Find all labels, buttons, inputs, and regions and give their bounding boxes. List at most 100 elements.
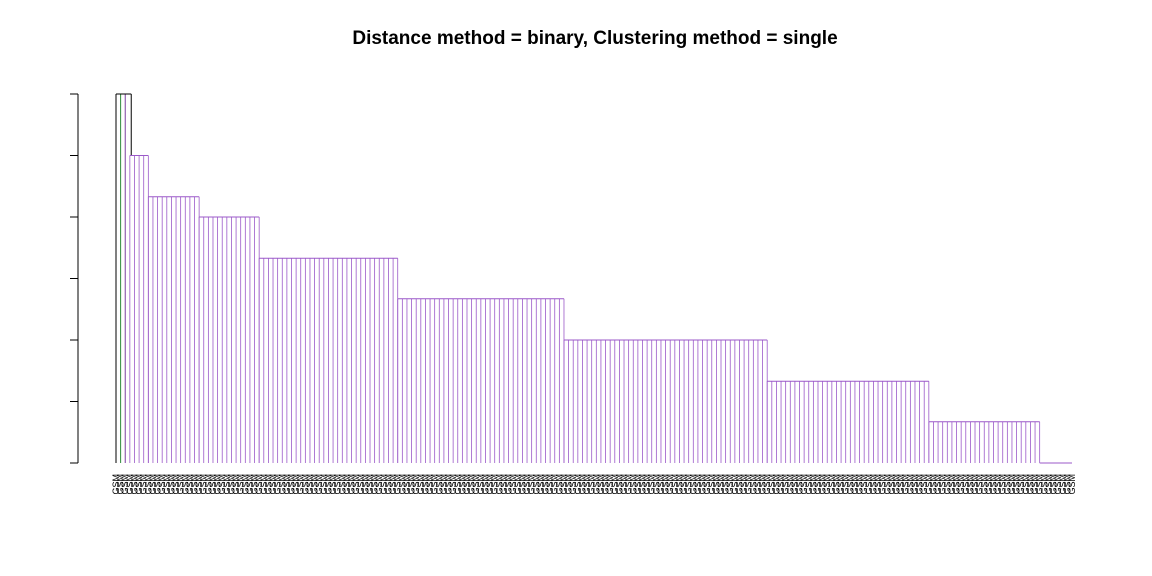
leaf-label: GSM (868, 474, 878, 495)
leaf-label: GSM (698, 474, 708, 495)
leaf-label: GSM (739, 474, 749, 495)
leaf-label: GSM (845, 474, 855, 495)
leaf-label: GSM (633, 474, 643, 495)
leaf-label: GSM (480, 474, 490, 495)
leaf-label: GSM (647, 474, 657, 495)
leaf-label: GSM (591, 474, 601, 495)
leaf-label: GSM (259, 474, 269, 495)
leaf-label: GSM (176, 474, 186, 495)
leaf-label: GSM (545, 474, 555, 495)
leaf-label: GSM (661, 474, 671, 495)
leaf-label: GSM (333, 474, 343, 495)
leaf-label: GSM (143, 474, 153, 495)
leaf-label: GSM (716, 474, 726, 495)
leaf-label: GSM (573, 474, 583, 495)
leaf-label: GSM (679, 474, 689, 495)
leaf-label: GSM (504, 474, 514, 495)
leaf-label: GSM (956, 474, 966, 495)
leaf-label: GSM (356, 474, 366, 495)
leaf-label: GSM (813, 474, 823, 495)
leaf-label: GSM (1016, 474, 1026, 495)
leaf-label: GSM (245, 474, 255, 495)
leaf-label: GSM (818, 474, 828, 495)
leaf-label: GSM (300, 474, 310, 495)
leaf-label: GSM (494, 474, 504, 495)
leaf-label: GSM (993, 474, 1003, 495)
leaf-label: GSM (448, 474, 458, 495)
leaf-label: GSM (305, 474, 315, 495)
leaf-label: GSM (236, 474, 246, 495)
leaf-label: GSM (771, 474, 781, 495)
leaf-label: GSM (614, 474, 624, 495)
leaf-label: GSM (148, 474, 158, 495)
leaf-label: GSM (185, 474, 195, 495)
leaf-label: GSM (485, 474, 495, 495)
leaf-label: GSM (711, 474, 721, 495)
leaf-label: GSM (310, 474, 320, 495)
leaf-label: GSM (601, 474, 611, 495)
leaf-label: GSM (702, 474, 712, 495)
leaf-label: GSM (199, 474, 209, 495)
leaf-label: GSM (226, 474, 236, 495)
leaf-label: GSM (582, 474, 592, 495)
leaf-label: GSM (1007, 474, 1017, 495)
chart-title: Distance method = binary, Clustering met… (352, 28, 838, 49)
leaf-label: GSM (961, 474, 971, 495)
leaf-label: GSM (804, 474, 814, 495)
leaf-label: GSM (577, 474, 587, 495)
leaf-label: GSM (1035, 474, 1045, 495)
leaf-label: GSM (748, 474, 758, 495)
leaf-label: GSM (1044, 474, 1054, 495)
leaf-label: GSM (938, 474, 948, 495)
leaf-label: GSM (1039, 474, 1049, 495)
leaf-label: GSM (734, 474, 744, 495)
leaf-label: GSM (430, 474, 440, 495)
leaf-label: GSM (559, 474, 569, 495)
leaf-label: GSM (587, 474, 597, 495)
leaf-label: GSM (952, 474, 962, 495)
leaf-label: GSM (758, 474, 768, 495)
leaf-label: GSM (323, 474, 333, 495)
leaf-label: GSM (190, 474, 200, 495)
leaf-label: GSM (263, 474, 273, 495)
leaf-label: GSM (1053, 474, 1063, 495)
leaf-label: GSM (628, 474, 638, 495)
leaf-label: GSM (744, 474, 754, 495)
leaf-label: GSM (896, 474, 906, 495)
leaf-label: GSM (527, 474, 537, 495)
leaf-label: GSM (374, 474, 384, 495)
leaf-label: GSM (882, 474, 892, 495)
leaf-label: GSM (1012, 474, 1022, 495)
leaf-label: GSM (217, 474, 227, 495)
leaf-label: GSM (554, 474, 564, 495)
leaf-label: GSM (402, 474, 412, 495)
leaf-label: GSM (439, 474, 449, 495)
leaf-label: GSM (831, 474, 841, 495)
leaf-label: GSM (979, 474, 989, 495)
leaf-label: GSM (351, 474, 361, 495)
leaf-label: GSM (508, 474, 518, 495)
leaf-label: GSM (651, 474, 661, 495)
leaf-label: GSM (878, 474, 888, 495)
leaf-label: GSM (564, 474, 574, 495)
leaf-label: GSM (383, 474, 393, 495)
leaf-label: GSM (416, 474, 426, 495)
leaf-label: GSM (166, 474, 176, 495)
leaf-label: GSM (942, 474, 952, 495)
leaf-label: GSM (892, 474, 902, 495)
leaf-label: GSM (1062, 474, 1072, 495)
leaf-label: GSM (457, 474, 467, 495)
leaf-label: GSM (393, 474, 403, 495)
leaf-label: GSM (822, 474, 832, 495)
leaf-label: GSM (850, 474, 860, 495)
leaf-label: GSM (222, 474, 232, 495)
leaf-label: GSM (337, 474, 347, 495)
leaf-label: GSM (153, 474, 163, 495)
leaf-label: GSM (795, 474, 805, 495)
leaf-label: GSM (688, 474, 698, 495)
leaf-label: GSM (1049, 474, 1059, 495)
leaf-label: GSM (360, 474, 370, 495)
leaf-label: GSM (476, 474, 486, 495)
leaf-label: GSM (467, 474, 477, 495)
